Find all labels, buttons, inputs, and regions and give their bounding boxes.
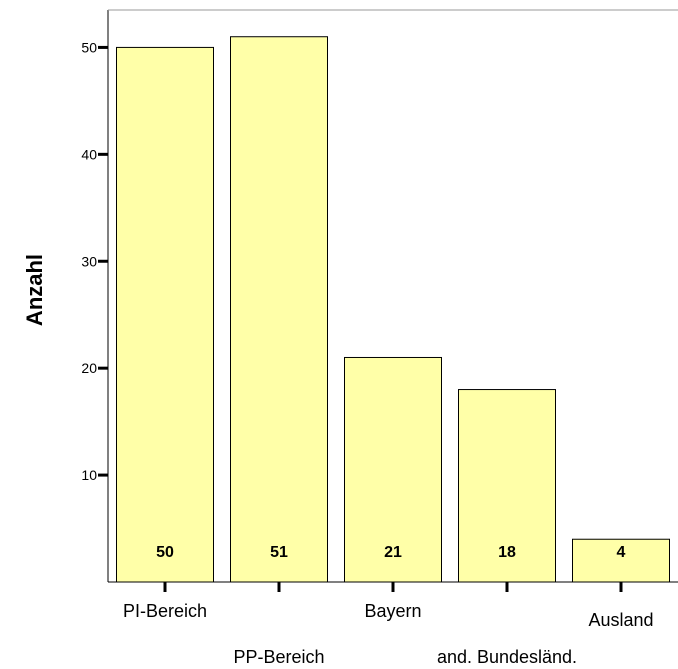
bar xyxy=(116,46,214,583)
bar xyxy=(344,356,442,583)
y-tick-label: 50 xyxy=(81,39,97,55)
x-category-label: Bayern xyxy=(364,601,421,621)
x-category-label: Ausland xyxy=(588,610,653,630)
x-category-label: PP-Bereich xyxy=(233,647,324,667)
bar-value-label: 18 xyxy=(498,544,516,561)
y-tick-label: 10 xyxy=(81,467,97,483)
y-axis-label: Anzahl xyxy=(22,254,47,326)
bar-value-label: 51 xyxy=(270,544,288,561)
bar-value-label: 4 xyxy=(617,544,626,561)
bar-value-label: 50 xyxy=(156,544,174,561)
x-axis-ticks: PI-Bereich PP-Bereich Bayern and. Bundeslän… xyxy=(123,582,654,667)
bars: 50 51 21 18 4 xyxy=(116,36,670,583)
y-tick-label: 20 xyxy=(81,360,97,376)
x-category-label: and. Bundesländ. xyxy=(437,647,577,667)
y-axis-ticks: 10 20 30 40 50 xyxy=(81,39,108,483)
bar xyxy=(572,538,670,583)
bar xyxy=(458,389,556,583)
bar-value-label: 21 xyxy=(384,544,402,561)
bar xyxy=(230,36,328,583)
y-tick-label: 30 xyxy=(81,253,97,269)
y-tick-label: 40 xyxy=(81,146,97,162)
x-category-label: PI-Bereich xyxy=(123,601,207,621)
